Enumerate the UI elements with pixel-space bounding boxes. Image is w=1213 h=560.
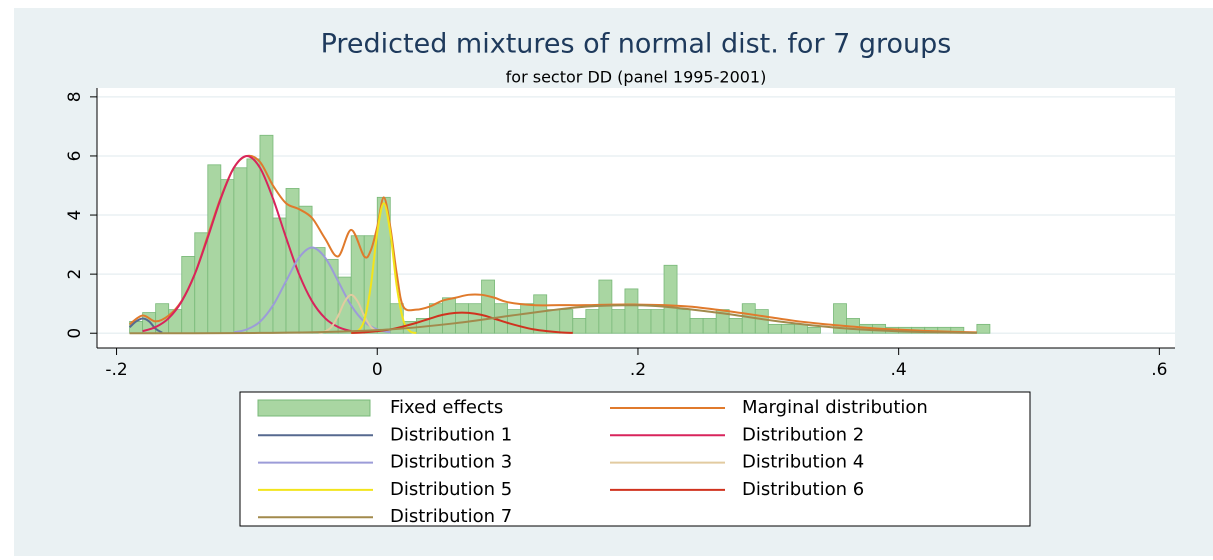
legend-swatch xyxy=(257,399,371,417)
legend-box xyxy=(239,391,1031,527)
histogram-bar xyxy=(624,288,639,334)
legend-label: Marginal distribution xyxy=(742,397,928,418)
density-line xyxy=(129,304,977,335)
legend-label: Distribution 1 xyxy=(390,424,512,445)
histogram-bar xyxy=(767,323,782,334)
histogram-bar xyxy=(754,309,769,334)
histogram-bar xyxy=(702,318,717,334)
histogram-bar xyxy=(676,309,691,334)
y-tick-label: 4 xyxy=(65,210,85,221)
chart-subtitle: for sector DD (panel 1995-2001) xyxy=(506,68,767,87)
histogram-bar xyxy=(533,294,548,334)
histogram-bar xyxy=(807,326,821,334)
density-line xyxy=(142,154,352,333)
density-line xyxy=(318,293,378,334)
histogram-bar xyxy=(637,309,652,334)
y-tick-label: 2 xyxy=(65,269,85,280)
histogram-bar xyxy=(780,323,795,334)
y-tick-label: 8 xyxy=(65,91,85,102)
y-tick-label: 6 xyxy=(65,151,85,162)
histogram-bar xyxy=(298,205,313,334)
histogram-bar xyxy=(793,323,808,334)
histogram-bar xyxy=(546,309,561,334)
histogram-bar xyxy=(194,232,209,334)
density-line xyxy=(128,317,163,334)
histogram-bar xyxy=(481,279,495,334)
histogram-bar xyxy=(272,217,287,334)
histogram-bar xyxy=(976,323,991,334)
histogram-bar xyxy=(181,256,196,334)
legend-label: Distribution 4 xyxy=(742,452,864,473)
x-tick-label: .4 xyxy=(891,360,907,380)
y-tick-label: 0 xyxy=(65,328,85,339)
x-tick-label: .6 xyxy=(1151,360,1167,380)
legend-label: Distribution 7 xyxy=(390,506,512,527)
histogram-bar xyxy=(246,158,261,334)
histogram-bar xyxy=(728,318,743,334)
legend-label: Distribution 2 xyxy=(742,424,864,445)
histogram-bar xyxy=(507,309,522,334)
histogram-bar xyxy=(220,179,235,334)
x-tick-label: .2 xyxy=(630,360,646,380)
histogram-bar xyxy=(611,309,626,334)
chart-title: Predicted mixtures of normal dist. for 7… xyxy=(321,29,952,60)
x-tick-label: -.2 xyxy=(105,360,127,380)
histogram-bar xyxy=(650,309,665,334)
legend-label: Distribution 3 xyxy=(390,452,512,473)
histogram-bar xyxy=(468,303,482,334)
legend-label: Distribution 6 xyxy=(742,479,864,500)
histogram-bar xyxy=(559,309,574,334)
legend-label: Distribution 5 xyxy=(390,479,512,500)
x-tick-label: 0 xyxy=(372,360,383,380)
histogram-bar xyxy=(689,318,704,334)
histogram-bar xyxy=(572,318,587,334)
histogram-bar xyxy=(311,247,326,334)
histogram-bar xyxy=(233,167,248,334)
histogram-bar xyxy=(455,303,469,334)
histogram-bar xyxy=(207,164,222,334)
histogram-bar xyxy=(663,264,678,334)
histogram-bar xyxy=(585,309,600,334)
legend-label: Fixed effects xyxy=(390,397,503,418)
histogram-bar xyxy=(155,303,170,334)
